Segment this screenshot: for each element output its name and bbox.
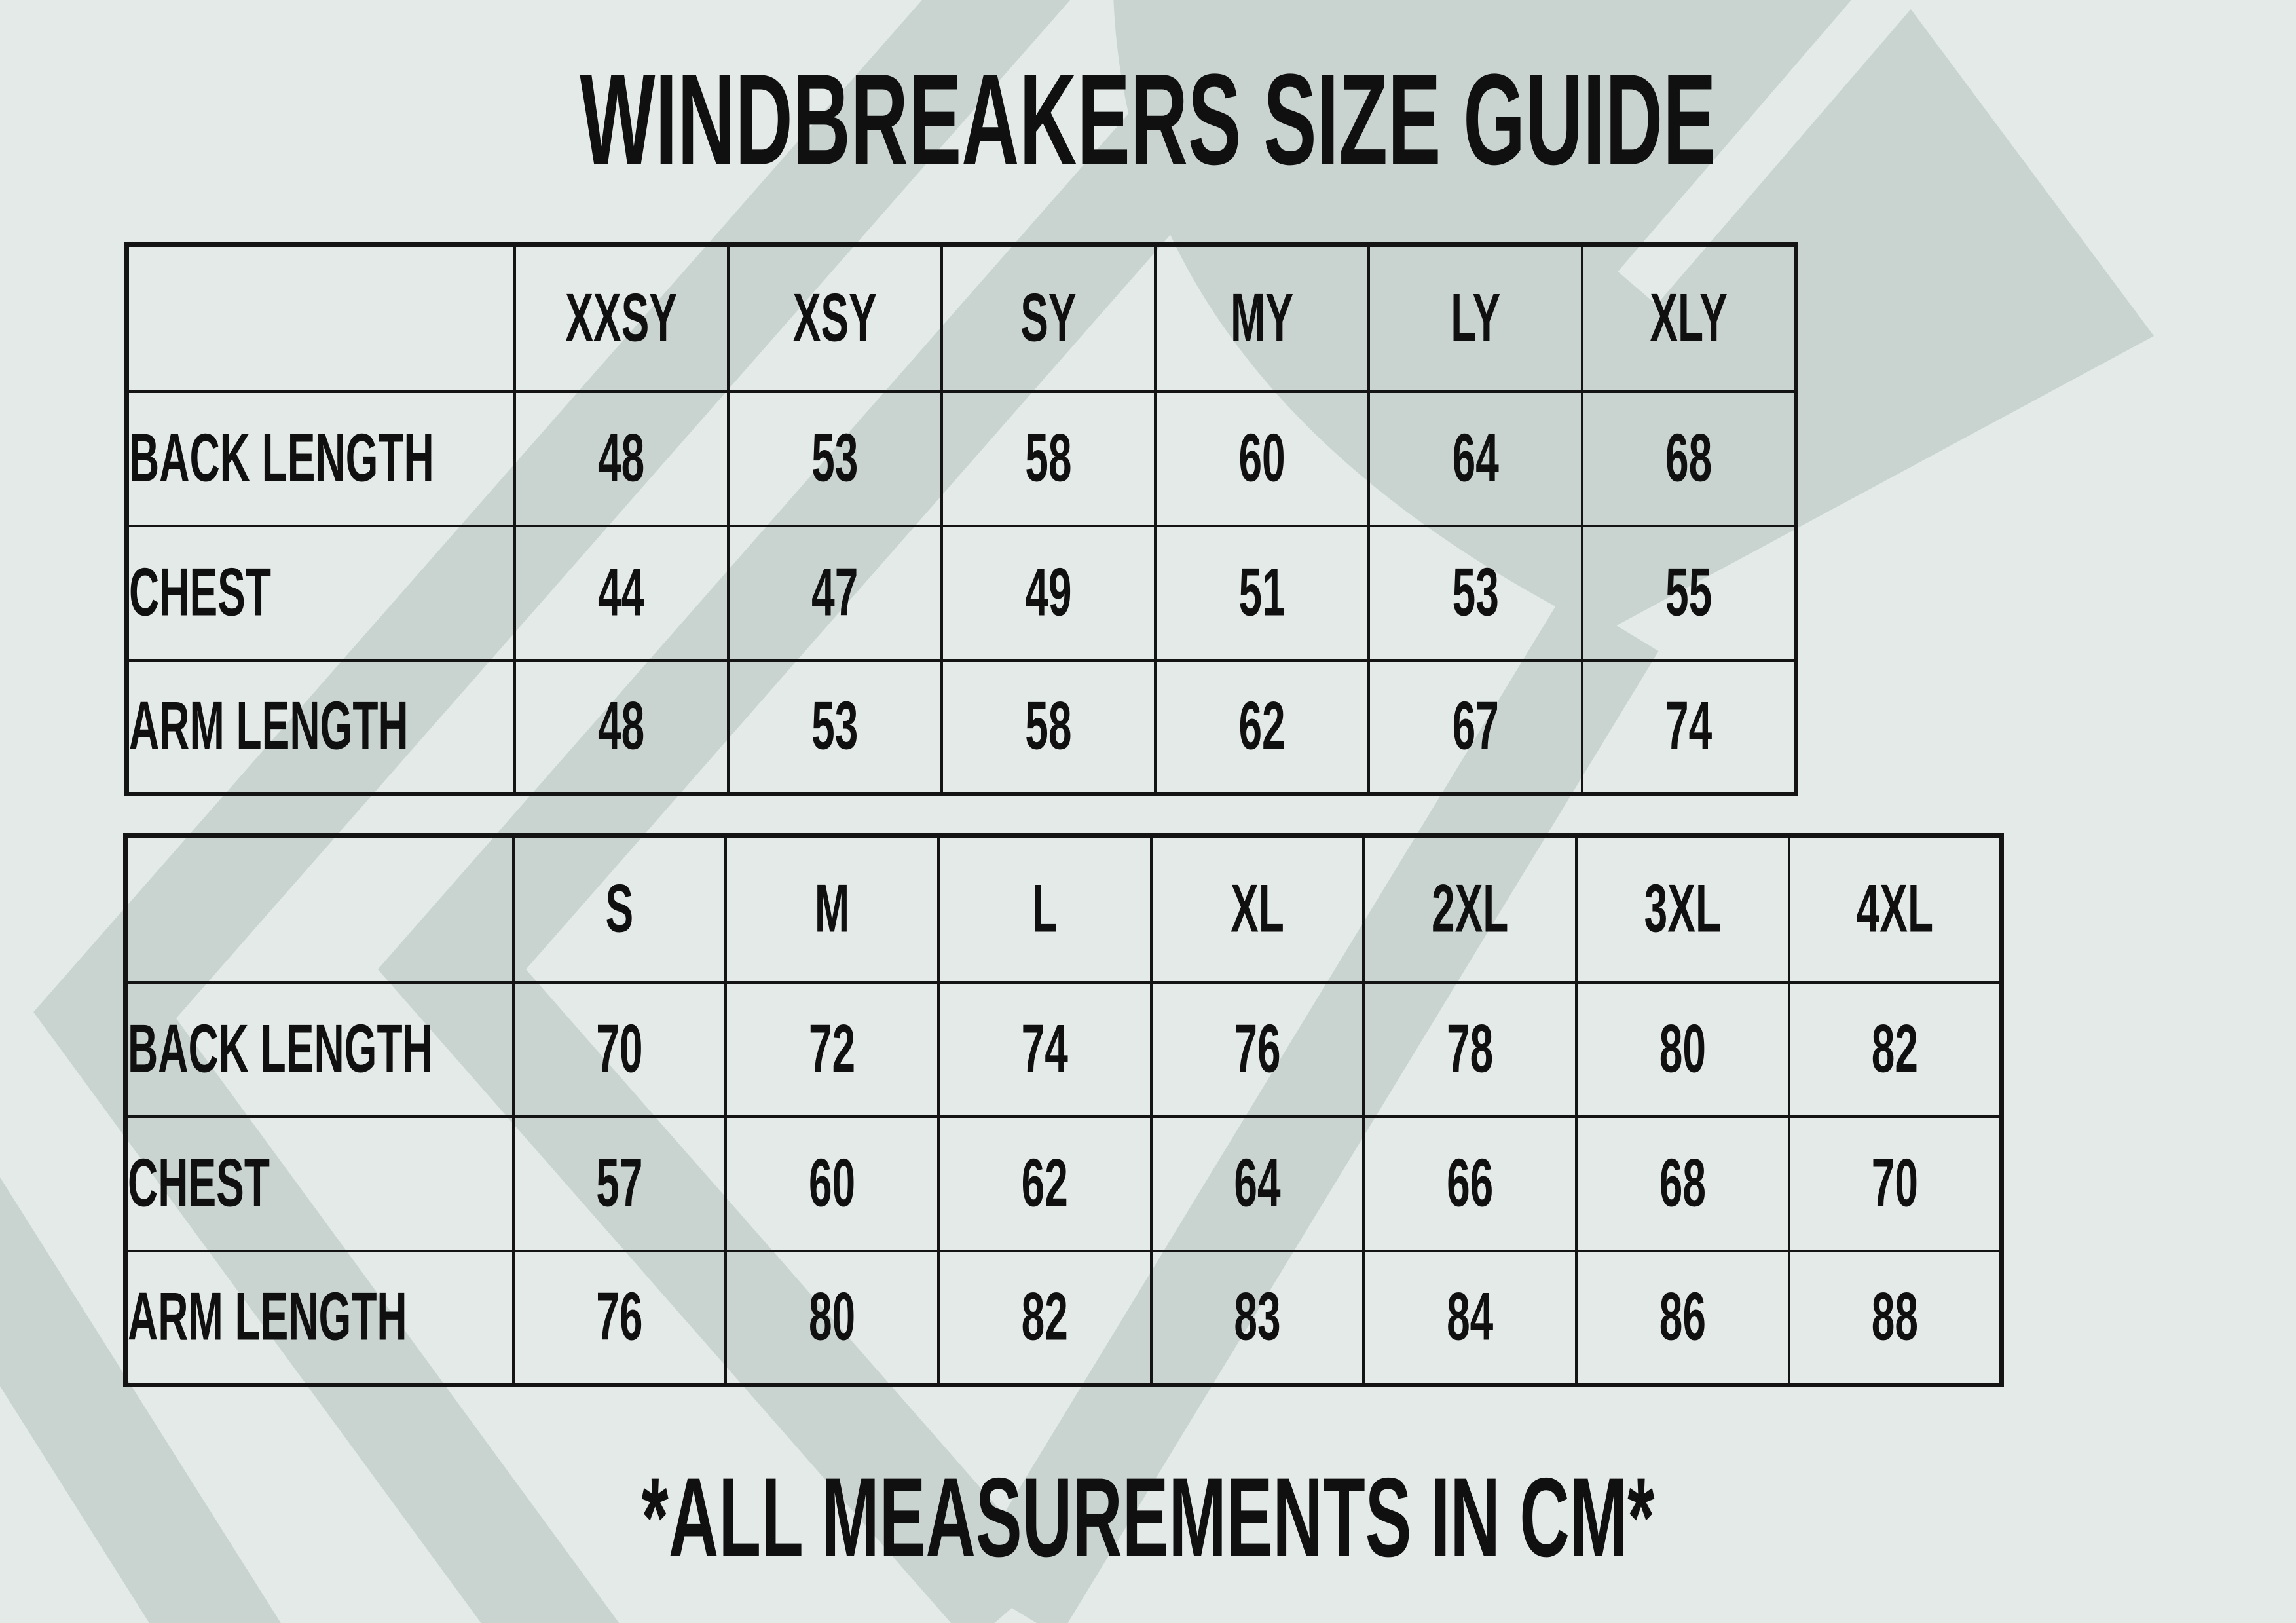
measurement-row-label: CHEST [124, 1115, 515, 1252]
measurement-row-label: BACK LENGTH [124, 980, 515, 1118]
measurement-units-note-text: *ALL MEASUREMENTS IN CM* [641, 1455, 1655, 1580]
size-column-header: M [724, 834, 940, 984]
size-column-header: 2XL [1362, 834, 1578, 984]
size-column-header: LY [1367, 243, 1584, 393]
measurement-value-cell: 82 [1787, 980, 2003, 1118]
measurement-value-cell: 57 [511, 1115, 728, 1252]
measurement-value-cell: 48 [513, 658, 730, 796]
measurement-value-cell: 70 [1787, 1115, 2003, 1252]
size-header-row: S M L XL 2XL 3XL 4XL [124, 834, 2003, 984]
adult-size-table: S M L XL 2XL 3XL 4XL BACK LENGTH 70 72 74 76 78 80 82 C… [123, 833, 2004, 1387]
measurement-row: CHEST 44 47 49 51 53 55 [125, 524, 1798, 662]
measurement-value-cell: 74 [1581, 658, 1798, 796]
corner-cell [125, 243, 516, 393]
measurement-value-cell: 66 [1362, 1115, 1578, 1252]
measurement-value-cell: 84 [1362, 1249, 1578, 1387]
measurement-value-cell: 48 [513, 390, 730, 527]
measurement-value-cell: 82 [936, 1249, 1153, 1387]
measurement-value-cell: 70 [511, 980, 728, 1118]
size-column-header: L [936, 834, 1153, 984]
measurement-value-cell: 68 [1581, 390, 1798, 527]
size-column-header: XSY [726, 243, 943, 393]
measurement-units-note: *ALL MEASUREMENTS IN CM* [0, 1455, 2296, 1580]
measurement-value-cell: 55 [1581, 524, 1798, 662]
measurement-value-cell: 74 [936, 980, 1153, 1118]
measurement-row: BACK LENGTH 70 72 74 76 78 80 82 [124, 980, 2003, 1118]
measurement-value-cell: 53 [1367, 524, 1584, 662]
size-column-header: 3XL [1575, 834, 1790, 984]
measurement-value-cell: 53 [726, 390, 943, 527]
measurement-value-cell: 53 [726, 658, 943, 796]
size-column-header: S [511, 834, 728, 984]
measurement-value-cell: 68 [1575, 1115, 1790, 1252]
page-title-text: WINDBREAKERS SIZE GUIDE [580, 47, 1716, 192]
size-column-header: 4XL [1787, 834, 2003, 984]
measurement-value-cell: 80 [1575, 980, 1790, 1118]
measurement-value-cell: 80 [724, 1249, 940, 1387]
page-title: WINDBREAKERS SIZE GUIDE [0, 47, 2296, 191]
youth-size-table: XXSY XSY SY MY LY XLY BACK LENGTH 48 53 58 60 64 68 C… [124, 242, 1798, 796]
measurement-value-cell: 83 [1149, 1249, 1365, 1387]
measurement-value-cell: 58 [940, 390, 1157, 527]
measurement-value-cell: 62 [1153, 658, 1371, 796]
size-column-header: SY [940, 243, 1157, 393]
corner-cell [124, 834, 515, 984]
measurement-row: ARM LENGTH 76 80 82 83 84 86 88 [124, 1249, 2003, 1387]
measurement-value-cell: 49 [940, 524, 1157, 662]
measurement-value-cell: 64 [1367, 390, 1584, 527]
size-column-header: XL [1149, 834, 1365, 984]
measurement-value-cell: 51 [1153, 524, 1371, 662]
measurement-value-cell: 60 [1153, 390, 1371, 527]
measurement-value-cell: 64 [1149, 1115, 1365, 1252]
measurement-value-cell: 76 [1149, 980, 1365, 1118]
measurement-value-cell: 88 [1787, 1249, 2003, 1387]
measurement-value-cell: 44 [513, 524, 730, 662]
measurement-value-cell: 60 [724, 1115, 940, 1252]
measurement-row-label: CHEST [125, 524, 516, 662]
measurement-value-cell: 67 [1367, 658, 1584, 796]
measurement-row: BACK LENGTH 48 53 58 60 64 68 [125, 390, 1798, 527]
measurement-row-label: ARM LENGTH [125, 658, 516, 796]
size-column-header: MY [1153, 243, 1371, 393]
measurement-row: CHEST 57 60 62 64 66 68 70 [124, 1115, 2003, 1252]
measurement-value-cell: 78 [1362, 980, 1578, 1118]
measurement-row: ARM LENGTH 48 53 58 62 67 74 [125, 658, 1798, 796]
measurement-row-label: BACK LENGTH [125, 390, 516, 527]
measurement-value-cell: 62 [936, 1115, 1153, 1252]
size-header-row: XXSY XSY SY MY LY XLY [125, 243, 1798, 393]
measurement-value-cell: 76 [511, 1249, 728, 1387]
measurement-value-cell: 86 [1575, 1249, 1790, 1387]
measurement-row-label: ARM LENGTH [124, 1249, 515, 1387]
measurement-value-cell: 72 [724, 980, 940, 1118]
size-column-header: XXSY [513, 243, 730, 393]
measurement-value-cell: 58 [940, 658, 1157, 796]
size-column-header: XLY [1581, 243, 1798, 393]
measurement-value-cell: 47 [726, 524, 943, 662]
